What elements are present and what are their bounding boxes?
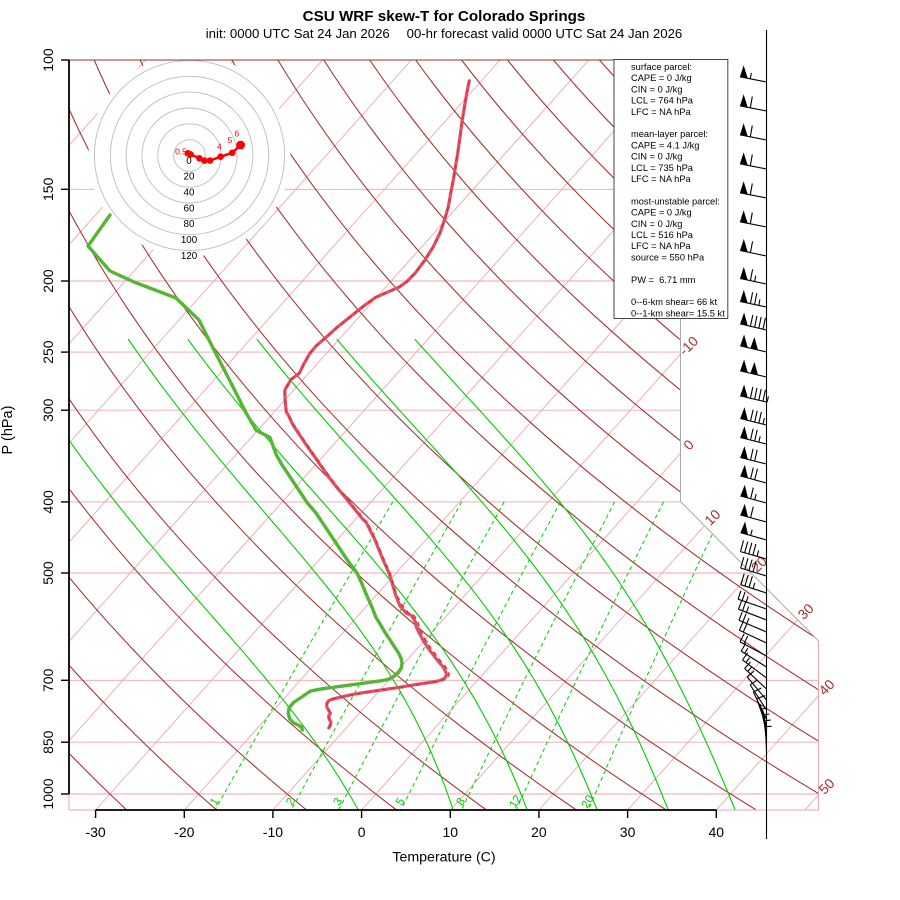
svg-text:most-unstable parcel:: most-unstable parcel: (631, 196, 720, 206)
svg-text:3: 3 (331, 796, 345, 808)
svg-text:60: 60 (184, 203, 195, 214)
svg-text:2: 2 (284, 796, 298, 808)
svg-text:0--6-km shear= 66 kt: 0--6-km shear= 66 kt (631, 297, 717, 307)
svg-text:40: 40 (184, 188, 195, 199)
svg-text:700: 700 (40, 668, 56, 692)
svg-text:0: 0 (358, 824, 366, 840)
svg-text:CAPE = 0 J/kg: CAPE = 0 J/kg (631, 208, 692, 218)
svg-text:0--1-km shear= 15.5 kt: 0--1-km shear= 15.5 kt (631, 308, 725, 318)
svg-text:-20: -20 (174, 824, 194, 840)
svg-text:P (hPa): P (hPa) (0, 406, 16, 455)
svg-text:5: 5 (394, 796, 408, 808)
svg-text:CSU WRF skew-T for Colorado Sp: CSU WRF skew-T for Colorado Springs (303, 8, 586, 25)
svg-text:400: 400 (40, 490, 56, 514)
svg-text:-30: -30 (85, 824, 105, 840)
svg-text:LCL = 764 hPa: LCL = 764 hPa (631, 96, 694, 106)
svg-text:300: 300 (40, 398, 56, 422)
svg-text:10: 10 (443, 824, 459, 840)
svg-text:20: 20 (531, 824, 547, 840)
svg-text:20: 20 (580, 793, 597, 810)
svg-text:LFC = NA hPa: LFC = NA hPa (631, 241, 692, 251)
svg-text:40: 40 (709, 824, 725, 840)
svg-text:6: 6 (234, 129, 239, 139)
svg-text:850: 850 (40, 730, 56, 754)
svg-text:source = 550 hPa: source = 550 hPa (631, 252, 705, 262)
svg-text:0.5: 0.5 (175, 147, 187, 157)
svg-text:200: 200 (40, 269, 56, 293)
svg-text:init: 0000 UTC Sat 24 Jan 2026: init: 0000 UTC Sat 24 Jan 2026 00-hr for… (206, 26, 683, 41)
svg-text:150: 150 (40, 177, 56, 201)
svg-text:12: 12 (507, 793, 524, 810)
svg-text:LCL = 735 hPa: LCL = 735 hPa (631, 163, 694, 173)
svg-text:8: 8 (454, 796, 468, 808)
svg-text:250: 250 (40, 340, 56, 364)
svg-text:CAPE = 0 J/kg: CAPE = 0 J/kg (631, 73, 692, 83)
svg-text:80: 80 (184, 219, 195, 230)
svg-text:LFC = NA hPa: LFC = NA hPa (631, 174, 692, 184)
svg-text:1: 1 (208, 796, 222, 808)
svg-text:CIN = 0 J/kg: CIN = 0 J/kg (631, 84, 682, 94)
svg-text:CAPE = 4.1 J/kg: CAPE = 4.1 J/kg (631, 140, 699, 150)
svg-text:LFC = NA hPa: LFC = NA hPa (631, 107, 692, 117)
svg-text:1000: 1000 (40, 778, 56, 809)
svg-text:0: 0 (186, 156, 192, 167)
svg-text:5: 5 (228, 135, 233, 145)
svg-text:500: 500 (40, 561, 56, 585)
svg-text:20: 20 (184, 172, 195, 183)
svg-text:-10: -10 (263, 824, 283, 840)
svg-text:LCL = 516 hPa: LCL = 516 hPa (631, 230, 694, 240)
svg-text:100: 100 (40, 48, 56, 72)
svg-text:120: 120 (181, 251, 198, 262)
svg-text:100: 100 (181, 235, 198, 246)
svg-text:PW = 6.71 mm: PW = 6.71 mm (631, 275, 696, 285)
svg-text:mean-layer parcel:: mean-layer parcel: (631, 129, 708, 139)
svg-text:CIN = 0 J/kg: CIN = 0 J/kg (631, 219, 682, 229)
svg-text:surface parcel:: surface parcel: (631, 62, 692, 72)
svg-text:CIN = 0 J/kg: CIN = 0 J/kg (631, 152, 682, 162)
svg-text:4: 4 (217, 142, 222, 152)
svg-text:30: 30 (620, 824, 636, 840)
svg-text:Temperature (C): Temperature (C) (392, 850, 495, 866)
